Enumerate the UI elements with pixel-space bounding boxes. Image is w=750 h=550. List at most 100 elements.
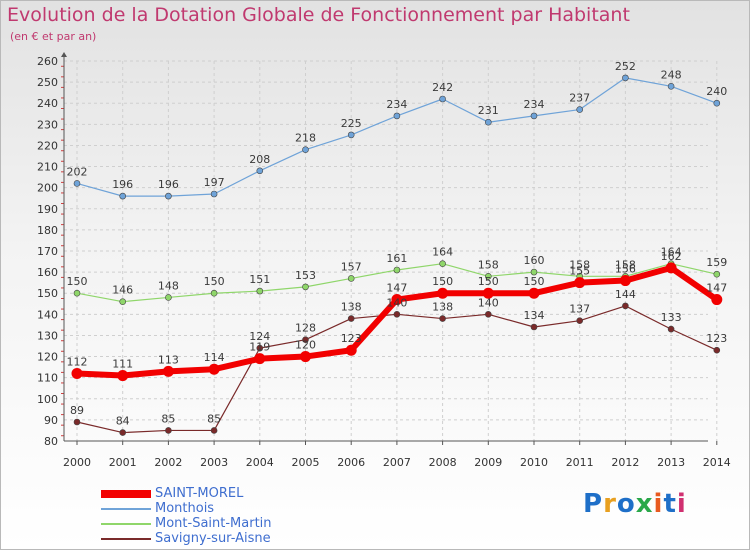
data-point <box>439 315 446 322</box>
data-label: 164 <box>661 246 682 259</box>
x-tick-label: 2009 <box>474 456 502 469</box>
data-label: 242 <box>432 81 453 94</box>
data-label: 150 <box>432 275 453 288</box>
data-label: 252 <box>615 60 636 73</box>
data-label: 225 <box>341 117 362 130</box>
data-label: 234 <box>386 98 407 111</box>
data-label: 137 <box>569 303 590 316</box>
data-label: 140 <box>478 296 499 309</box>
data-point <box>393 112 401 120</box>
data-label: 150 <box>524 275 545 288</box>
data-point <box>576 106 584 113</box>
x-tick-label: 2010 <box>520 456 548 469</box>
legend-swatch <box>101 523 151 525</box>
y-tick-label: 230 <box>37 118 58 131</box>
axes: 80 90 100 110 120 130 140 150 160 170 180 190 200 210… <box>37 52 731 469</box>
x-tick-label: 2005 <box>292 456 320 469</box>
x-tick-label: 2008 <box>429 456 457 469</box>
data-label: 150 <box>204 275 225 288</box>
data-label: 113 <box>158 353 179 366</box>
data-point <box>622 302 629 310</box>
data-point <box>119 192 126 200</box>
data-label: 159 <box>706 256 727 269</box>
data-label: 150 <box>67 275 88 288</box>
data-point <box>530 268 538 276</box>
data-point <box>576 317 584 324</box>
data-label: 124 <box>249 330 270 343</box>
y-tick-label: 170 <box>37 245 58 258</box>
data-label: 231 <box>478 104 499 117</box>
logo-letter: o <box>616 489 636 519</box>
legend-label: Mont-Saint-Martin <box>155 516 272 531</box>
legend-label: SAINT-MOREL <box>155 486 244 501</box>
x-tick-label: 2001 <box>109 456 137 469</box>
data-label: 85 <box>207 412 221 425</box>
x-tick-label: 2006 <box>337 456 365 469</box>
x-tick-label: 2000 <box>63 456 91 469</box>
data-label: 157 <box>341 260 362 273</box>
logo-letter: t <box>663 489 677 519</box>
data-label: 158 <box>478 258 499 271</box>
data-label: 240 <box>706 85 727 98</box>
data-point <box>484 118 492 126</box>
data-label: 146 <box>112 284 133 297</box>
data-label: 237 <box>569 92 590 105</box>
data-point <box>530 112 538 120</box>
y-tick-label: 200 <box>37 182 58 195</box>
data-point <box>208 363 220 375</box>
data-label: 218 <box>295 132 316 145</box>
y-tick-label: 180 <box>37 224 58 237</box>
data-point <box>162 365 174 377</box>
data-label: 196 <box>158 178 179 191</box>
data-label: 85 <box>161 412 175 425</box>
data-point <box>256 287 264 295</box>
legend-label: Monthois <box>155 501 215 516</box>
chart-subtitle: (en € et par an) <box>10 30 97 43</box>
data-point <box>165 427 172 434</box>
data-labels: 202 196 196 197 208 218 225 234 242 231 234 237 252 2… <box>67 60 728 428</box>
data-point <box>439 95 446 103</box>
data-point <box>713 99 721 107</box>
data-label: 164 <box>432 246 453 259</box>
data-point <box>622 74 629 82</box>
data-point <box>530 323 538 331</box>
data-point <box>73 180 81 187</box>
data-point <box>665 262 677 274</box>
data-label: 148 <box>158 279 179 292</box>
y-tick-label: 250 <box>37 76 58 89</box>
data-label: 138 <box>432 301 453 314</box>
y-tick-label: 260 <box>37 55 58 68</box>
data-point <box>165 294 172 301</box>
data-label: 119 <box>249 341 270 354</box>
x-tick-label: 2011 <box>566 456 594 469</box>
data-label: 128 <box>295 322 316 335</box>
data-point <box>347 131 355 139</box>
data-point <box>117 370 129 382</box>
data-label: 248 <box>661 68 682 81</box>
data-point <box>71 367 83 379</box>
data-point <box>619 275 631 287</box>
data-label: 160 <box>524 254 545 267</box>
data-label: 208 <box>249 153 270 166</box>
data-point <box>210 427 218 434</box>
data-point <box>482 287 494 299</box>
x-tick-label: 2013 <box>657 456 685 469</box>
data-label: 156 <box>615 263 636 276</box>
data-label: 133 <box>661 311 682 324</box>
data-label: 158 <box>615 258 636 271</box>
y-tick-label: 190 <box>37 203 58 216</box>
data-point <box>254 353 266 365</box>
legend-swatch <box>101 508 151 510</box>
y-tick-label: 120 <box>37 351 58 364</box>
y-tick-label: 150 <box>37 287 58 300</box>
y-tick-label: 210 <box>37 161 58 174</box>
data-point <box>302 336 309 343</box>
data-label: 147 <box>386 282 407 295</box>
data-label: 150 <box>478 275 499 288</box>
data-point <box>165 192 172 200</box>
data-label: 202 <box>67 165 88 178</box>
y-tick-label: 240 <box>37 97 58 110</box>
data-point <box>393 266 401 274</box>
